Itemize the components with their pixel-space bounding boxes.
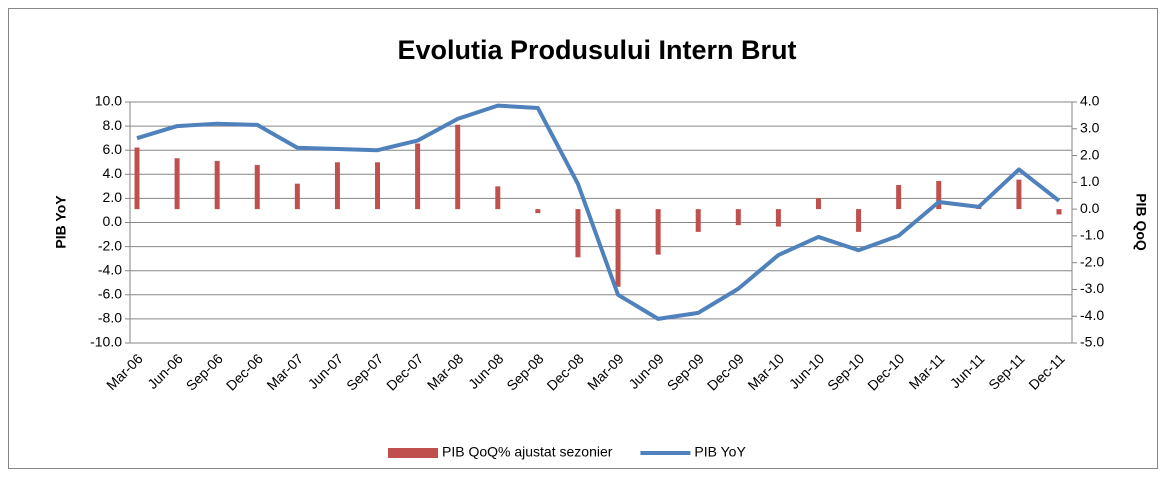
bar <box>415 143 421 210</box>
y-tick-label: 0.0 <box>103 213 123 229</box>
y-tick-label: 8.0 <box>103 117 123 133</box>
bar <box>174 158 180 210</box>
bar <box>294 183 300 210</box>
y-axis-title: PIB YoY <box>53 195 69 249</box>
line <box>136 103 1061 321</box>
bar <box>735 209 741 226</box>
bar <box>535 209 541 214</box>
chart-border <box>8 8 1158 469</box>
bar <box>334 162 340 210</box>
y2-tick-label: 3.0 <box>1080 119 1100 135</box>
y-tick-label: -4.0 <box>98 261 122 277</box>
y2-tick-label: 4.0 <box>1080 93 1100 109</box>
y-tick-label: 4.0 <box>103 165 123 181</box>
y-tick-label: -10.0 <box>90 334 122 350</box>
y2-tick-label: -1.0 <box>1080 227 1104 243</box>
y-tick-label: -8.0 <box>98 310 122 326</box>
y2-tick-label: 1.0 <box>1080 173 1100 189</box>
bar <box>1056 209 1062 215</box>
bar <box>254 164 260 210</box>
y2-tick-label: 2.0 <box>1080 146 1100 162</box>
bar <box>775 209 781 227</box>
bar <box>655 209 661 255</box>
y-tick-label: 2.0 <box>103 189 123 205</box>
legend-label: PIB YoY <box>694 444 746 460</box>
y-tick-label: 10.0 <box>95 93 122 109</box>
bar <box>1016 179 1022 210</box>
y-tick-label: -6.0 <box>98 286 122 302</box>
chart-title: Evolutia Produsului Intern Brut <box>397 35 796 65</box>
y-tick-label: -2.0 <box>98 237 122 253</box>
y-tick-label: 6.0 <box>103 141 123 157</box>
y2-tick-label: -5.0 <box>1080 334 1104 350</box>
bar <box>134 147 140 210</box>
bar <box>896 185 902 210</box>
bar <box>455 124 461 210</box>
bar <box>575 209 581 258</box>
bar <box>615 209 621 287</box>
bar <box>856 209 862 232</box>
bar <box>695 209 701 232</box>
bar <box>375 162 381 210</box>
y2-tick-label: -3.0 <box>1080 280 1104 296</box>
bar <box>495 186 501 210</box>
y2-axis-title: PIB QoQ <box>1133 193 1149 251</box>
y2-tick-label: -2.0 <box>1080 253 1104 269</box>
legend-label: PIB QoQ% ajustat sezonier <box>442 444 613 460</box>
y2-tick-label: 0.0 <box>1080 200 1100 216</box>
bar <box>936 180 942 210</box>
bar <box>214 160 220 210</box>
bar <box>815 198 821 210</box>
legend-swatch <box>388 448 438 458</box>
y2-tick-label: -4.0 <box>1080 307 1104 323</box>
